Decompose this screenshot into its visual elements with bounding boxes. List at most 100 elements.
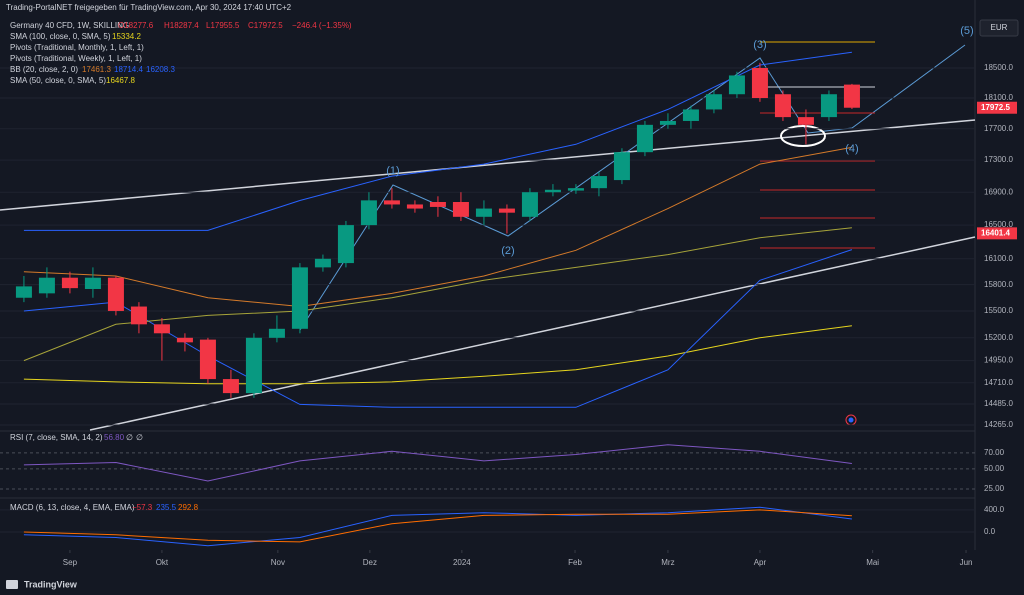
highlight-ellipse	[780, 125, 826, 147]
candle-body	[705, 94, 722, 110]
trendline	[0, 119, 976, 211]
y-tick-label: 0.0	[984, 527, 996, 536]
y-tick-label: 14485.0	[984, 399, 1013, 408]
rsi-value: ∅	[136, 433, 143, 442]
wave-label: (4)	[845, 143, 858, 155]
ohlc: H18287.4	[164, 21, 199, 30]
price-tag	[977, 227, 1017, 240]
candle-body	[337, 225, 354, 264]
candle-body	[360, 200, 377, 226]
x-tick-label: Feb	[568, 558, 582, 567]
candle-body	[797, 117, 814, 125]
candle-body	[475, 208, 492, 217]
rsi-title: RSI (7, close, SMA, 14, 2)	[10, 433, 103, 442]
wave-label: (1)	[386, 165, 399, 177]
y-tick-label: 16500.0	[984, 220, 1013, 229]
x-tick-label: Mai	[866, 558, 879, 567]
candle-body	[613, 152, 630, 181]
candle-body	[590, 176, 607, 189]
candle-body	[268, 328, 285, 338]
y-tick-label: 16900.0	[984, 187, 1013, 196]
pivot-lines	[760, 41, 875, 249]
x-tick-label: Jun	[960, 558, 973, 567]
legend-value: 16208.3	[146, 65, 175, 74]
x-tick-label: Nov	[271, 558, 285, 567]
candle-body	[84, 277, 101, 289]
y-tick-label: 400.0	[984, 505, 1005, 514]
y-tick-label: 15500.0	[984, 306, 1013, 315]
y-tick-label: 14265.0	[984, 420, 1013, 429]
y-tick-label: 15200.0	[984, 333, 1013, 342]
candle-body	[38, 277, 55, 294]
candle-body	[843, 84, 860, 108]
wave-label: (3)	[753, 39, 766, 51]
legend-value: 17461.3	[82, 65, 111, 74]
y-tick-label: 17700.0	[984, 124, 1013, 133]
legend-value: 18714.4	[114, 65, 143, 74]
x-tick-label: 2024	[453, 558, 471, 567]
candle-body	[751, 68, 768, 99]
macd-title: MACD (6, 13, close, 4, EMA, EMA)	[10, 503, 135, 512]
candle-body	[107, 277, 124, 311]
trendline	[89, 236, 976, 431]
candle-body	[61, 277, 78, 289]
y-tick-label: 14710.0	[984, 378, 1013, 387]
currency[interactable]: EUR	[991, 23, 1008, 32]
y-tick-label: 17300.0	[984, 155, 1013, 164]
symbol: Germany 40 CFD, 1W, SKILLING	[10, 21, 129, 30]
wave-path	[299, 44, 966, 331]
ohlc: O18277.6	[118, 21, 154, 30]
y-tick-label: 18100.0	[984, 93, 1013, 102]
brand-logo	[6, 580, 18, 589]
candle-body	[130, 306, 147, 325]
candle-body	[636, 124, 653, 153]
y-tick-label: 14950.0	[984, 356, 1013, 365]
candle-body	[682, 109, 699, 121]
candle-body	[176, 337, 193, 343]
candle-body	[199, 339, 216, 380]
candle-body	[659, 120, 676, 125]
macd-value: −57.3	[132, 503, 153, 512]
candle-body	[153, 324, 170, 334]
legend-name: BB (20, close, 2, 0)	[10, 65, 78, 74]
wave-label: (2)	[501, 245, 514, 257]
x-tick-label: Sep	[63, 558, 78, 567]
x-tick-label: Apr	[754, 558, 767, 567]
y-tick-label: 70.00	[984, 448, 1005, 457]
rsi-value: 56.80	[104, 433, 125, 442]
indicator-line	[23, 506, 852, 547]
indicator-line	[23, 325, 852, 385]
indicator-line	[23, 51, 852, 231]
currency-button[interactable]	[979, 19, 1019, 37]
indicator-line	[23, 444, 852, 482]
legend-name: Pivots (Traditional, Monthly, 1, Left, 1…	[10, 43, 144, 52]
candle-body	[774, 94, 791, 118]
candle-body	[452, 202, 469, 217]
x-tick-label: Mrz	[661, 558, 674, 567]
ohlc: L17955.5	[206, 21, 240, 30]
candle-body	[222, 379, 239, 394]
wave-label: (5)	[960, 25, 973, 37]
event-icon	[848, 417, 854, 423]
legend-name: SMA (50, close, 0, SMA, 5)	[10, 76, 106, 85]
candle-body	[383, 200, 400, 205]
candle-body	[314, 258, 331, 268]
candle-body	[521, 192, 538, 217]
candle-body	[429, 202, 446, 207]
y-tick-label: 50.00	[984, 464, 1005, 473]
y-tick-label: 15800.0	[984, 280, 1013, 289]
candle-body	[406, 204, 423, 209]
rsi-value: ∅	[126, 433, 133, 442]
candle-body	[498, 208, 515, 213]
source: Trading-PortalNET freigegeben für Tradin…	[6, 3, 292, 12]
legend-value: 16467.8	[106, 76, 135, 85]
price-tag	[977, 101, 1017, 114]
y-tick-label: 16100.0	[984, 254, 1013, 263]
legend-value: 15334.2	[112, 32, 141, 41]
x-tick-label: Dez	[363, 558, 377, 567]
macd-value: 292.8	[178, 503, 199, 512]
y-tick-label: 18500.0	[984, 63, 1013, 72]
price-tag-label: 17972.5	[981, 103, 1010, 112]
